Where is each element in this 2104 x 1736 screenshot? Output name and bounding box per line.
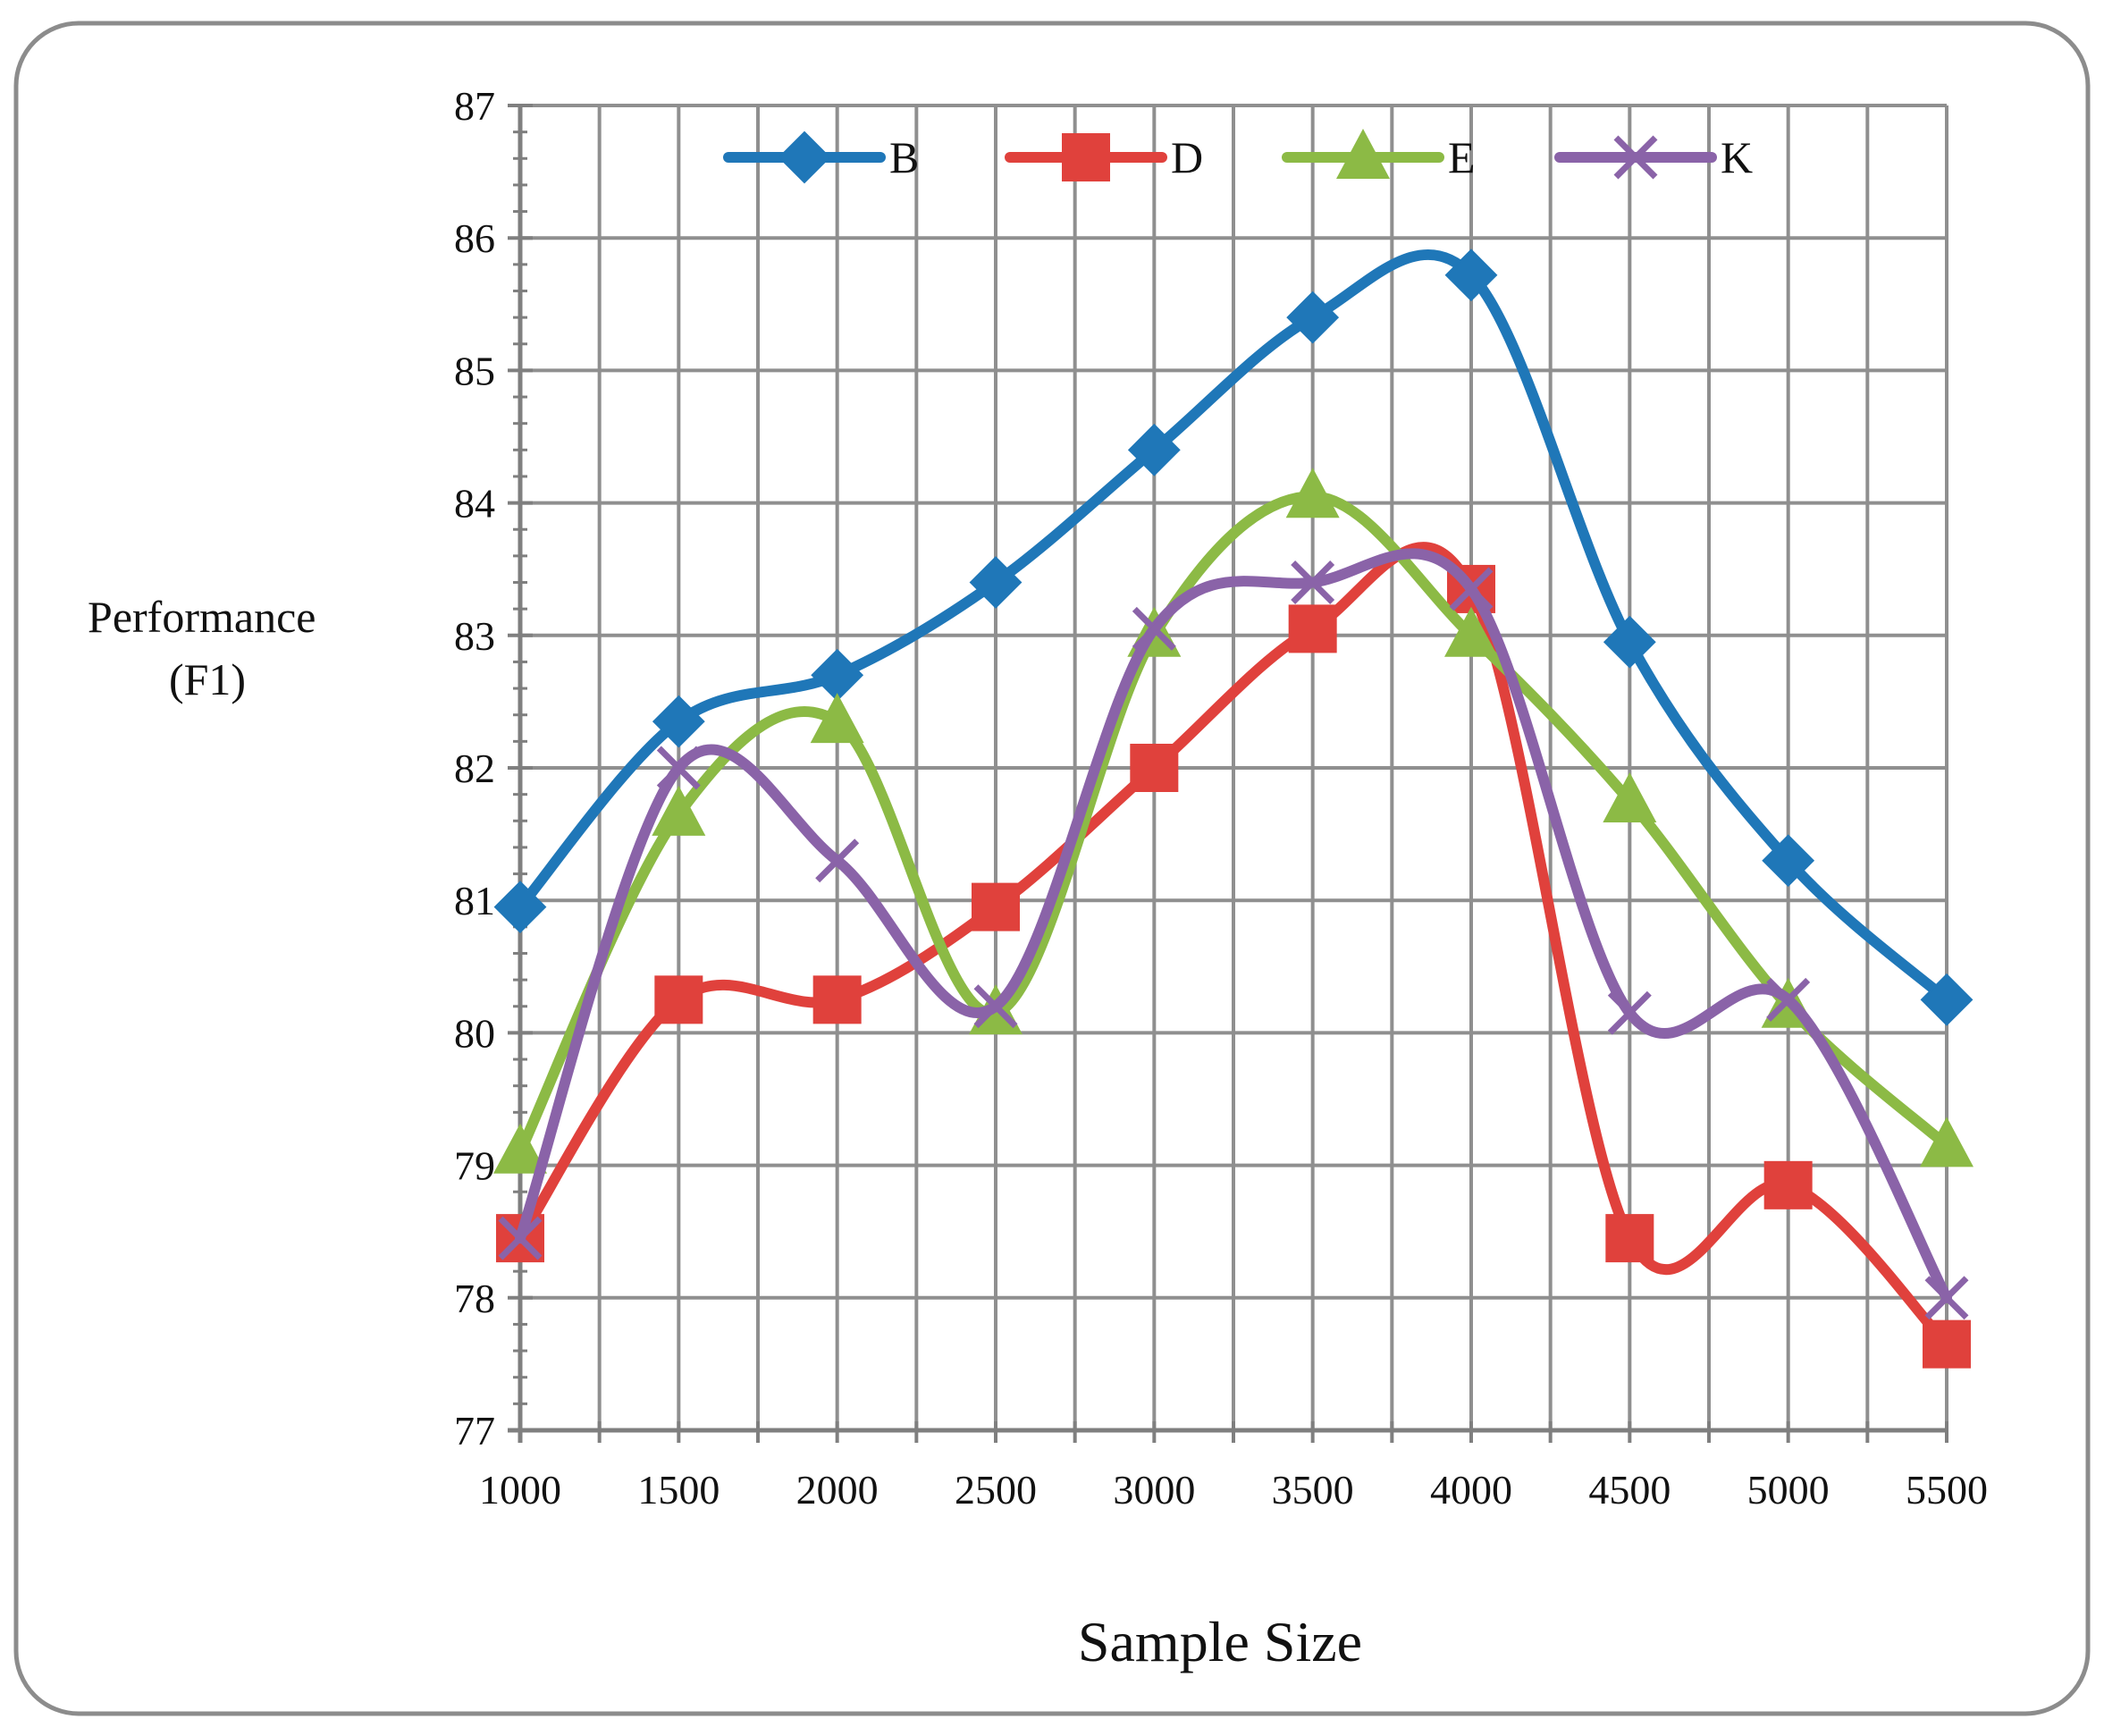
y-tick-label: 81	[454, 878, 495, 923]
legend-marker-d	[1062, 133, 1110, 181]
series-k-point	[1607, 990, 1652, 1035]
legend-item-b: B	[723, 131, 919, 184]
series-k-point	[656, 746, 701, 790]
x-marker-stroke	[1924, 1276, 1969, 1320]
x-tick-label: 5000	[1747, 1467, 1830, 1513]
y-axis-title-line-1: Performance	[88, 592, 316, 642]
series-b-point	[1127, 423, 1181, 476]
series-b-point	[969, 556, 1023, 609]
series-d-point	[1923, 1319, 1971, 1369]
series-k-point	[1132, 606, 1176, 651]
x-marker-stroke	[1132, 606, 1176, 651]
series-e-point	[1603, 772, 1657, 823]
x-marker-stroke	[973, 984, 1018, 1029]
axes: 77 78 79 80 81 82 83 84 85 86 87 1000 1500 2000 2500 30…	[454, 83, 1988, 1513]
series-k-point	[1291, 560, 1335, 604]
series-k-point	[1924, 1276, 1969, 1320]
x-tick-label: 1000	[479, 1467, 561, 1513]
legend-label-d: D	[1171, 132, 1203, 182]
series-e-point	[1285, 468, 1340, 518]
y-tick-label: 78	[454, 1276, 495, 1321]
legend-label-k: K	[1721, 132, 1753, 182]
legend-marker-e	[1336, 129, 1390, 179]
chart-border	[13, 21, 2091, 1716]
x-marker-stroke	[1766, 977, 1811, 1022]
y-axis-title-line-2: (F1)	[169, 654, 246, 704]
series-k-line	[515, 548, 1952, 1303]
x-tick-label: 5500	[1906, 1467, 1988, 1513]
series-b-point	[1762, 834, 1815, 888]
y-tick-label: 83	[454, 613, 495, 659]
series-b-point	[652, 695, 705, 748]
x-marker-stroke	[656, 746, 701, 790]
series-d-point	[1288, 604, 1337, 653]
series-d-point	[972, 882, 1020, 931]
x-marker-stroke	[1449, 567, 1494, 611]
series-d-point	[1130, 744, 1179, 792]
x-tick-label: 3500	[1272, 1467, 1354, 1513]
legend-marker-b	[778, 131, 831, 184]
x-tick-label: 1500	[637, 1467, 720, 1513]
legend-marker-k	[1613, 135, 1658, 180]
series-b-point	[1603, 615, 1656, 669]
series-k-point	[815, 839, 860, 883]
y-tick-label: 86	[454, 215, 495, 261]
y-tick-label: 85	[454, 348, 495, 393]
x-marker-stroke	[498, 1216, 543, 1260]
series-k-point	[498, 1216, 543, 1260]
x-tick-label: 3000	[1113, 1467, 1195, 1513]
series-k	[498, 548, 1969, 1320]
series-k-point	[1766, 977, 1811, 1022]
x-tick-label: 4500	[1588, 1467, 1671, 1513]
legend-label-e: E	[1448, 132, 1476, 182]
series-b-point	[1286, 291, 1340, 344]
legend-item-k: K	[1554, 132, 1753, 182]
series-b	[493, 249, 1974, 1026]
x-marker-stroke	[815, 839, 860, 883]
series-k-point	[973, 984, 1018, 1029]
series-k-point	[1449, 567, 1494, 611]
series-d-point	[812, 975, 862, 1024]
y-tick-label: 80	[454, 1010, 495, 1056]
y-axis-title: Performance (F1)	[88, 592, 327, 704]
series-e-point	[1920, 1117, 1974, 1167]
legend-item-d: D	[1005, 132, 1203, 182]
y-tick-label: 84	[454, 481, 495, 527]
series-e-point	[1444, 606, 1498, 657]
series-group	[493, 249, 1974, 1369]
legend-item-e: E	[1282, 129, 1476, 182]
series-d-point	[1605, 1214, 1654, 1263]
series-d-point	[1763, 1160, 1813, 1209]
series-e-point	[652, 785, 706, 836]
y-tick-label: 87	[454, 83, 495, 129]
y-tick-label: 82	[454, 746, 495, 791]
x-tick-label: 4000	[1430, 1467, 1512, 1513]
x-tick-label: 2000	[796, 1467, 879, 1513]
x-marker-stroke	[1613, 135, 1658, 180]
series-d-point	[654, 975, 703, 1024]
y-tick-label: 77	[454, 1408, 495, 1454]
legend-label-b: B	[889, 132, 919, 182]
series-b-point	[1444, 249, 1498, 302]
x-marker-stroke	[1291, 560, 1335, 604]
series-b-line	[515, 249, 1952, 1006]
series-b-point	[1920, 973, 1974, 1026]
x-marker-stroke	[1607, 990, 1652, 1035]
series-e-point	[810, 693, 864, 744]
series-b-point	[493, 881, 547, 934]
x-axis-title: Sample Size	[1078, 1610, 1362, 1673]
x-tick-label: 2500	[955, 1467, 1037, 1513]
y-tick-label: 79	[454, 1143, 495, 1189]
series-e-point	[493, 1123, 547, 1174]
